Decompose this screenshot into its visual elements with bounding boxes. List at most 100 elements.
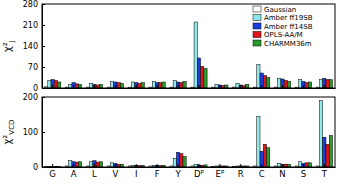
bar (308, 163, 311, 167)
bar (114, 164, 117, 168)
x-tick (115, 85, 116, 88)
bar (183, 81, 186, 88)
y-tick: 100 (23, 128, 45, 137)
bar (176, 82, 179, 88)
bar (278, 78, 281, 88)
x-tick-mark (136, 85, 137, 88)
y-tick-label: 0 (33, 163, 38, 172)
x-tick-label: C (259, 169, 265, 179)
y-tick-label: 280 (23, 0, 38, 9)
bar (93, 84, 96, 88)
x-axis (43, 85, 336, 89)
bar (246, 84, 249, 88)
bar (308, 82, 311, 88)
x-tick-label: A (71, 169, 77, 179)
x-tick-mark (240, 85, 241, 88)
x-tick-mark (178, 164, 179, 167)
bar (138, 84, 141, 89)
x-tick (178, 85, 179, 88)
bar (329, 80, 332, 88)
y-tick: 140 (23, 42, 45, 51)
x-tick-mark (157, 85, 158, 88)
x-tick: Y (174, 164, 181, 179)
bar (326, 144, 329, 167)
y-axis-title-main: χ² (2, 42, 13, 52)
x-tick: S (301, 164, 306, 179)
bar (156, 83, 159, 88)
x-tick-label: S (301, 169, 306, 179)
x-tick-mark (219, 85, 220, 88)
bar (99, 84, 102, 88)
legend-swatch (253, 23, 261, 29)
x-tick-mark (115, 164, 116, 167)
x-tick-label: Dᴾ (194, 169, 205, 179)
x-tick-label: N (279, 169, 285, 179)
bar (72, 162, 75, 167)
bar (78, 84, 81, 88)
bar (305, 163, 308, 167)
y-tick: 70 (28, 63, 45, 72)
bar (48, 81, 51, 89)
x-tick-label: T (321, 169, 328, 179)
x-tick: T (321, 164, 328, 179)
x-tick-label: Y (174, 169, 181, 179)
x-tick-mark (324, 85, 325, 88)
x-tick: A (71, 164, 77, 179)
bar (90, 84, 93, 89)
y-tick-mark (42, 25, 45, 26)
x-tick: I (135, 164, 138, 179)
bar (180, 154, 183, 167)
y-tick-mark (42, 67, 45, 68)
bar (110, 81, 113, 88)
y-axis: 070140210280 (23, 0, 45, 93)
x-tick (73, 85, 74, 88)
bar (159, 83, 162, 88)
x-tick-mark (52, 85, 53, 88)
bars (45, 22, 333, 88)
x-axis-line (43, 88, 336, 89)
bar (260, 73, 263, 88)
x-tick: Dᴾ (194, 164, 205, 179)
bar (287, 81, 290, 88)
bar (319, 80, 322, 88)
x-tick-mark (303, 85, 304, 88)
x-tick: Eᴾ (216, 164, 225, 179)
bar (299, 162, 302, 167)
legend-swatch (253, 40, 261, 46)
y-axis-title-sub: J (8, 40, 16, 43)
bar (284, 81, 287, 89)
x-tick: R (238, 164, 244, 179)
x-tick-label: G (49, 169, 56, 179)
x-tick-label: L (92, 169, 97, 179)
x-tick-label: R (238, 169, 244, 179)
x-tick-mark (94, 85, 95, 88)
legend: GaussianAmber ff19SBAmber ff14SBOPLS-AA/… (253, 6, 313, 48)
bar (135, 83, 138, 88)
bar (215, 84, 218, 88)
figure: 070140210280χ²JGaussianAmber ff19SBAmber… (0, 0, 340, 189)
y-tick-mark (42, 97, 45, 98)
bar (323, 137, 326, 167)
bar (326, 80, 329, 88)
bar (90, 162, 93, 167)
x-tick-mark (73, 164, 74, 167)
legend-label: OPLS-AA/M (264, 31, 303, 39)
y-tick-label: 100 (23, 128, 38, 137)
bar (267, 78, 270, 89)
x-tick (261, 85, 262, 88)
bar (236, 84, 239, 89)
x-tick-mark (261, 85, 262, 88)
bar (180, 83, 183, 88)
bar (305, 83, 308, 88)
y-axis: 0100200 (23, 93, 45, 172)
y-tick: 280 (23, 0, 45, 9)
bar (183, 157, 186, 168)
plot-frame (42, 4, 335, 88)
bar (75, 162, 78, 167)
x-tick (52, 85, 53, 88)
bar (78, 162, 81, 167)
bar (257, 65, 260, 88)
legend-swatch (253, 32, 261, 38)
bar (141, 83, 144, 88)
bar (110, 163, 113, 167)
